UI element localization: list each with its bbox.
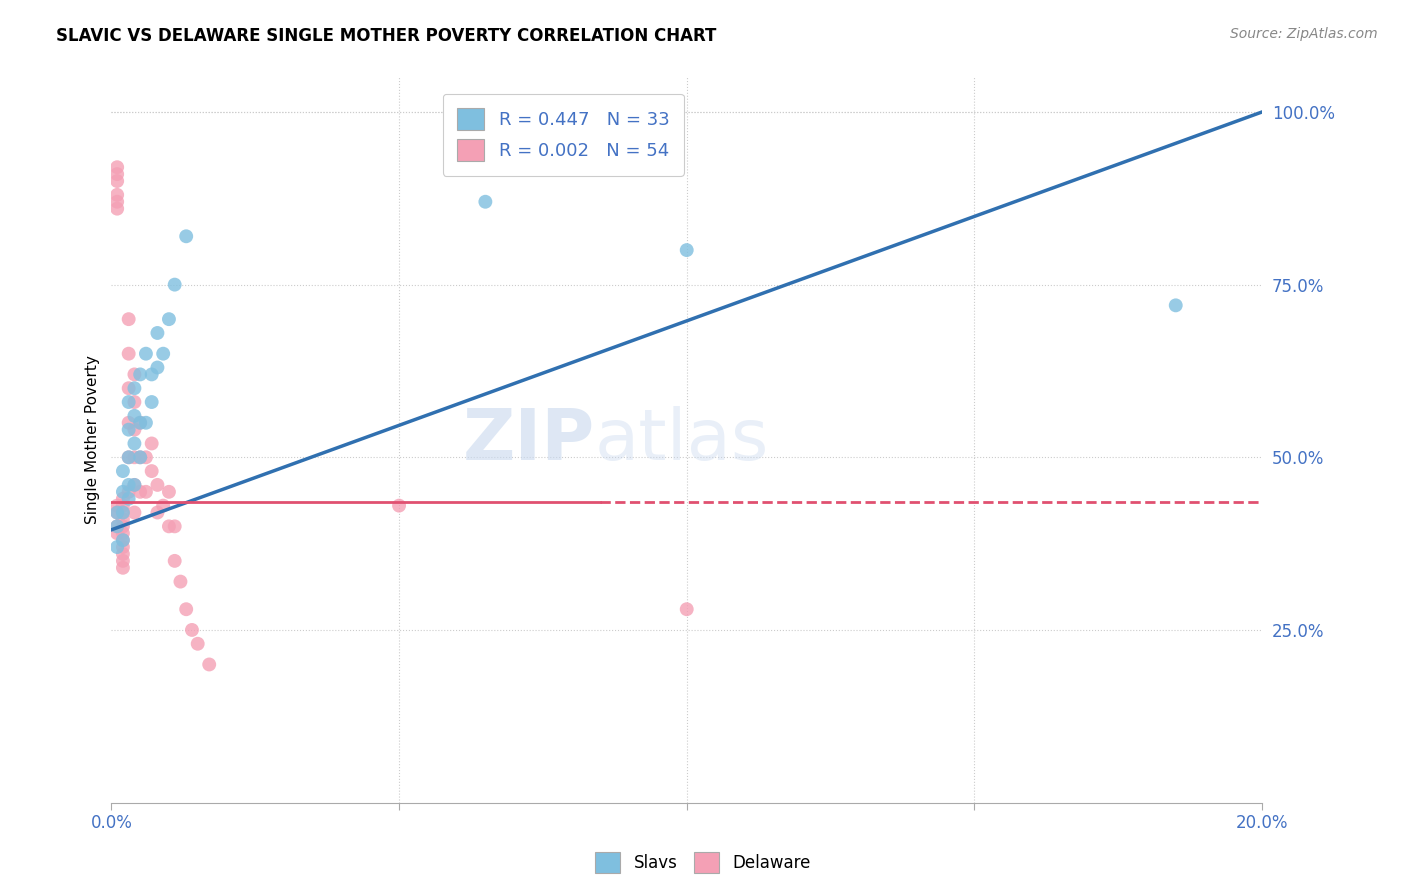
Point: [118, 450, 141, 465]
Point: [118, 450, 141, 465]
Point: [111, 533, 134, 548]
Point: [118, 484, 141, 499]
Text: Source: ZipAtlas.com: Source: ZipAtlas.com: [1230, 27, 1378, 41]
Point: [105, 160, 128, 174]
Point: [118, 416, 141, 430]
Point: [152, 347, 174, 361]
Point: [118, 381, 141, 395]
Point: [111, 506, 134, 520]
Point: [111, 533, 134, 548]
Point: [118, 347, 141, 361]
Point: [111, 547, 134, 561]
Point: [111, 554, 134, 568]
Point: [111, 526, 134, 541]
Point: [111, 540, 134, 554]
Point: [157, 484, 180, 499]
Point: [129, 368, 152, 382]
Point: [105, 499, 128, 513]
Point: [146, 360, 169, 375]
Point: [124, 409, 146, 423]
Point: [163, 554, 186, 568]
Text: ZIP: ZIP: [463, 406, 595, 475]
Point: [146, 506, 169, 520]
Point: [675, 602, 697, 616]
Point: [118, 478, 141, 492]
Point: [129, 484, 152, 499]
Point: [135, 416, 157, 430]
Point: [174, 229, 197, 244]
Point: [118, 395, 141, 409]
Point: [135, 450, 157, 465]
Point: [152, 499, 174, 513]
Point: [124, 450, 146, 465]
Point: [105, 519, 128, 533]
Point: [118, 491, 141, 506]
Point: [111, 561, 134, 575]
Point: [129, 416, 152, 430]
Point: [163, 519, 186, 533]
Point: [118, 312, 141, 326]
Point: [198, 657, 221, 672]
Point: [105, 526, 128, 541]
Legend: Slavs, Delaware: Slavs, Delaware: [589, 846, 817, 880]
Point: [111, 506, 134, 520]
Point: [105, 506, 128, 520]
Point: [141, 368, 163, 382]
Point: [124, 368, 146, 382]
Text: atlas: atlas: [595, 406, 769, 475]
Point: [141, 464, 163, 478]
Point: [169, 574, 191, 589]
Point: [124, 436, 146, 450]
Point: [111, 464, 134, 478]
Point: [388, 499, 411, 513]
Point: [181, 623, 204, 637]
Point: [146, 326, 169, 340]
Point: [157, 519, 180, 533]
Legend: R = 0.447   N = 33, R = 0.002   N = 54: R = 0.447 N = 33, R = 0.002 N = 54: [443, 94, 683, 176]
Point: [141, 395, 163, 409]
Point: [105, 187, 128, 202]
Point: [157, 312, 180, 326]
Point: [129, 450, 152, 465]
Point: [111, 512, 134, 526]
Point: [105, 194, 128, 209]
Point: [163, 277, 186, 292]
Point: [474, 194, 496, 209]
Point: [105, 540, 128, 554]
Point: [111, 519, 134, 533]
Point: [105, 506, 128, 520]
Point: [675, 243, 697, 257]
Point: [129, 416, 152, 430]
Text: SLAVIC VS DELAWARE SINGLE MOTHER POVERTY CORRELATION CHART: SLAVIC VS DELAWARE SINGLE MOTHER POVERTY…: [56, 27, 717, 45]
Point: [124, 478, 146, 492]
Point: [124, 395, 146, 409]
Point: [561, 139, 583, 153]
Point: [111, 484, 134, 499]
Point: [118, 423, 141, 437]
Point: [187, 637, 209, 651]
Point: [141, 436, 163, 450]
Point: [105, 174, 128, 188]
Point: [1164, 298, 1187, 312]
Point: [105, 519, 128, 533]
Point: [111, 491, 134, 506]
Point: [124, 381, 146, 395]
Y-axis label: Single Mother Poverty: Single Mother Poverty: [86, 356, 100, 524]
Point: [174, 602, 197, 616]
Point: [124, 506, 146, 520]
Point: [105, 202, 128, 216]
Point: [129, 450, 152, 465]
Point: [135, 484, 157, 499]
Point: [124, 478, 146, 492]
Point: [135, 347, 157, 361]
Point: [124, 423, 146, 437]
Point: [146, 478, 169, 492]
Point: [105, 167, 128, 181]
Point: [111, 499, 134, 513]
